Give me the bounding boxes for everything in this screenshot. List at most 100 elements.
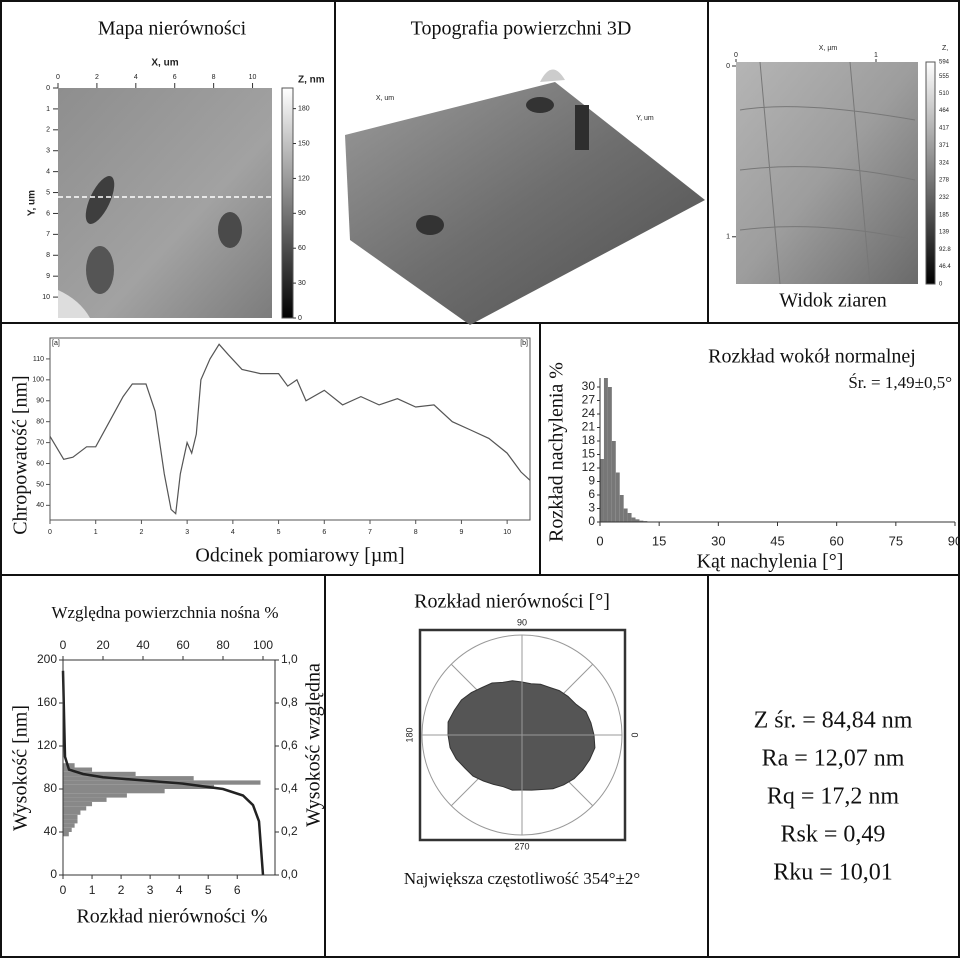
x-tick-label: 3 (185, 529, 189, 536)
x-tick-label: 5 (205, 883, 212, 897)
plot-frame (63, 660, 275, 875)
x2-tick-label: 40 (136, 638, 150, 652)
panel-title: Topografia powierzchni 3D (411, 18, 632, 40)
colorbar-tick-label: 92.8 (939, 247, 951, 253)
colorbar-tick-label: 30 (298, 280, 306, 287)
x-tick-label: 8 (414, 529, 418, 536)
bar (612, 441, 616, 522)
bar (600, 459, 604, 522)
x-tick-label: 6 (234, 883, 241, 897)
x2-tick-label: 100 (253, 638, 273, 652)
marker-label: [b] (520, 340, 528, 347)
y-tick-label: 0 (726, 63, 730, 70)
y-tick-label: 0 (588, 514, 595, 528)
bar (616, 473, 620, 523)
y-tick-label: 90 (36, 398, 44, 405)
y-tick-label: 0 (50, 867, 57, 881)
bar (63, 798, 107, 802)
bar (63, 811, 80, 815)
y-tick-label: 12 (582, 460, 596, 474)
colorbar-tick-label: 510 (939, 91, 950, 97)
x-tick-label: 0 (60, 883, 67, 897)
bar (63, 823, 75, 827)
x2-tick-label: 0 (60, 638, 67, 652)
colorbar-tick-label: 324 (939, 160, 950, 166)
axis-label: Y, um (27, 190, 38, 216)
y-tick-label: 2 (46, 127, 50, 134)
y-tick-label: 6 (46, 210, 50, 217)
statistic: Rku = 10,01 (773, 860, 893, 886)
x-tick-label: 2 (118, 883, 125, 897)
dark-spot (86, 246, 114, 294)
bar (620, 495, 624, 522)
x-tick-label: 15 (652, 533, 666, 548)
y-tick-label: 60 (36, 460, 44, 467)
x-tick-label: 10 (503, 529, 511, 536)
bar (628, 513, 632, 522)
angle-label: 0 (630, 732, 640, 737)
colorbar-tick-label: 371 (939, 143, 950, 149)
y-tick-label: 40 (36, 502, 44, 509)
y-tick-label: 15 (582, 447, 596, 461)
y-tick-label: 27 (582, 393, 596, 407)
colorbar-tick-label: 0 (939, 282, 943, 288)
y-tick-label: 9 (46, 273, 50, 280)
x-tick-label: 5 (277, 529, 281, 536)
y-tick-label: 3 (588, 501, 595, 515)
y-tick-label: 9 (588, 474, 595, 488)
pit (526, 97, 554, 113)
colorbar (282, 88, 293, 318)
y2-tick-label: 0,6 (281, 738, 298, 752)
marker-label: [a] (52, 340, 60, 347)
x-tick-label: 1 (89, 883, 96, 897)
x-tick-label: 0 (734, 52, 738, 59)
y2-axis-label: Wysokość względna (303, 663, 325, 827)
y-tick-label: 80 (44, 781, 58, 795)
figure: Mapa nierówności X, um Y, um Z, nm Topog… (0, 0, 960, 958)
x-tick-label: 10 (249, 74, 257, 81)
x-tick-label: 1 (874, 52, 878, 59)
y-tick-label: 6 (588, 487, 595, 501)
angle-label: 90 (517, 617, 527, 627)
roughness-map-image (58, 88, 293, 318)
x-tick-label: 0 (56, 74, 60, 81)
y-tick-label: 100 (32, 377, 44, 384)
x-tick-label: 4 (176, 883, 183, 897)
colorbar-tick-label: 278 (939, 178, 950, 184)
y-tick-label: 40 (44, 824, 58, 838)
profile-line (50, 344, 530, 513)
x-tick-label: 6 (322, 529, 326, 536)
colorbar-tick-label: 464 (939, 108, 950, 114)
colorbar-tick-label: 555 (939, 74, 950, 80)
y2-tick-label: 0,8 (281, 695, 298, 709)
x-tick-label: 8 (212, 74, 216, 81)
y-tick-label: 110 (33, 356, 44, 363)
colorbar-tick-label: 60 (298, 245, 306, 252)
colorbar-tick-label: 150 (298, 140, 310, 147)
y-tick-label: 0 (46, 85, 50, 92)
x-tick-label: 1 (94, 529, 98, 536)
bar (63, 802, 92, 806)
x-tick-label: 3 (147, 883, 154, 897)
y-tick-label: 120 (37, 738, 57, 752)
y-tick-label: 80 (36, 419, 44, 426)
bar (63, 789, 165, 793)
x-tick-label: 45 (770, 533, 784, 548)
bar (608, 387, 612, 522)
y-tick-label: 1 (46, 106, 50, 113)
chart-title: Rozkład nierówności [°] (414, 591, 610, 613)
x-tick-label: 2 (95, 74, 99, 81)
y-tick-label: 200 (37, 652, 57, 666)
x-tick-label: 75 (889, 533, 903, 548)
y-tick-label: 18 (582, 433, 596, 447)
bar (632, 518, 636, 523)
y-tick-label: 10 (42, 294, 50, 301)
bar (604, 378, 608, 522)
y-tick-label: 70 (36, 439, 44, 446)
bar (63, 793, 127, 797)
panel-caption: Widok ziaren (779, 290, 886, 312)
bar (63, 828, 72, 832)
colorbar-tick-label: 594 (939, 60, 950, 66)
statistic: Rsk = 0,49 (781, 822, 886, 848)
x-tick-label: 30 (711, 533, 725, 548)
